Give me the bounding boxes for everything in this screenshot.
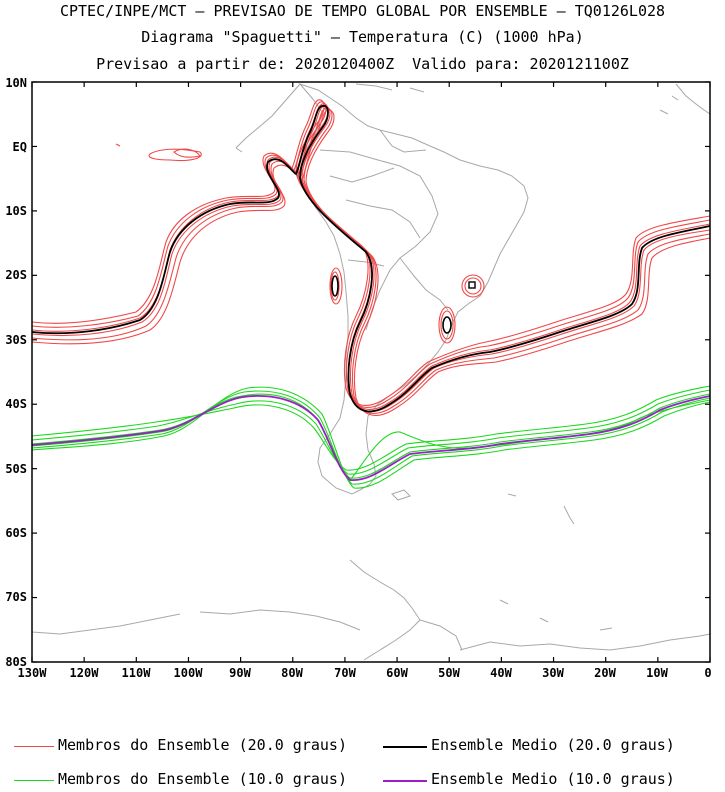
lon-label: 10W [646,666,668,680]
lat-label: 30S [5,333,27,347]
lon-label: 80W [281,666,303,680]
lat-label: 10S [5,204,27,218]
lat-label: 50S [5,462,27,476]
legend-label-mean20: Ensemble Medio (20.0 graus) [431,736,675,754]
lon-label: 100W [173,666,203,680]
map-frame-bg [32,82,710,662]
legend-label-member10: Membros do Ensemble (10.0 graus) [58,770,347,788]
lon-label: 50W [438,666,460,680]
lon-label: 60W [386,666,408,680]
mean-20-closed-contour [442,316,452,334]
axis-ticks [31,81,711,663]
lat-label: 80S [5,655,27,669]
legend-swatch-mean20 [383,746,427,748]
lat-label: EQ [12,140,27,154]
legend-label-member20: Membros do Ensemble (20.0 graus) [58,736,347,754]
map-title-line3: Previsao a partir de: 2020120400Z Valido… [96,55,629,73]
legend-swatch-member20 [14,746,54,747]
legend-swatch-member10 [14,780,54,781]
lat-label: 60S [5,526,27,540]
map-frame [31,81,711,663]
lat-label: 20S [5,268,27,282]
mean-20-line [31,105,711,413]
lon-label: 90W [229,666,251,680]
lat-label: 10N [5,76,27,90]
lon-label: 120W [69,666,99,680]
mean-10-line [31,395,711,481]
lon-label: 130W [17,666,47,680]
lon-label: 0 [704,666,712,680]
legend-swatch-mean10 [383,780,427,782]
coastlines [31,82,711,661]
lat-label: 70S [5,590,27,604]
lon-label: 20W [594,666,616,680]
map-title-line2: Diagrama "Spaguetti" – Temperatura (C) (… [141,28,584,46]
legend-label-mean10: Ensemble Medio (10.0 graus) [431,770,675,788]
map-title-line1: CPTEC/INPE/MCT – PREVISAO DE TEMPO GLOBA… [59,2,666,20]
lon-label: 40W [490,666,512,680]
lon-label: 30W [542,666,564,680]
mean-20-closed-contour [468,281,476,289]
lat-label: 40S [5,397,27,411]
mean-20-closed-contour [331,275,339,297]
lon-label: 70W [334,666,356,680]
lon-label: 110W [121,666,151,680]
